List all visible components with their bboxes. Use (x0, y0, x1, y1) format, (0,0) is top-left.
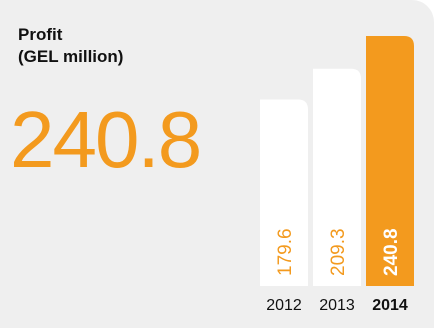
chart-title-block: Profit (GEL million) (18, 24, 123, 68)
bar-2012 (260, 99, 308, 286)
value-label-2014: 240.8 (381, 228, 402, 276)
value-label-2012: 179.6 (275, 228, 296, 276)
bar-2014 (366, 36, 414, 286)
bar-2013 (313, 68, 361, 286)
chart-subtitle: (GEL million) (18, 47, 124, 66)
headline-value: 240.8 (10, 95, 202, 184)
category-label-2012: 2012 (266, 297, 302, 314)
category-label-2014: 2014 (372, 297, 408, 314)
category-label-2013: 2013 (319, 297, 355, 314)
value-label-2013: 209.3 (328, 228, 349, 276)
chart-title: Profit (18, 25, 63, 44)
